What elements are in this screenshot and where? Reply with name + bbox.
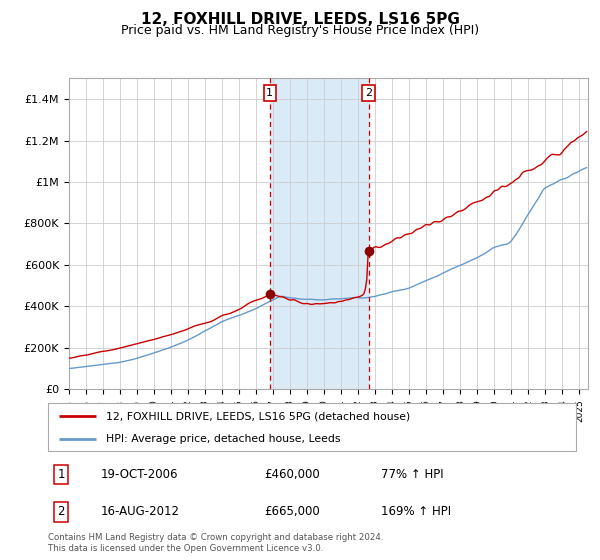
Text: 169% ↑ HPI: 169% ↑ HPI <box>380 505 451 518</box>
Text: 16-AUG-2012: 16-AUG-2012 <box>101 505 180 518</box>
Bar <box>270 78 369 389</box>
Text: Price paid vs. HM Land Registry's House Price Index (HPI): Price paid vs. HM Land Registry's House … <box>121 24 479 37</box>
Text: 2: 2 <box>58 505 65 518</box>
Text: HPI: Average price, detached house, Leeds: HPI: Average price, detached house, Leed… <box>106 434 341 444</box>
Text: 19-OCT-2006: 19-OCT-2006 <box>101 468 178 481</box>
Text: 2: 2 <box>365 88 373 98</box>
Text: £665,000: £665,000 <box>265 505 320 518</box>
Text: 77% ↑ HPI: 77% ↑ HPI <box>380 468 443 481</box>
Text: 1: 1 <box>58 468 65 481</box>
Text: 1: 1 <box>266 88 273 98</box>
Text: £460,000: £460,000 <box>265 468 320 481</box>
Text: 12, FOXHILL DRIVE, LEEDS, LS16 5PG (detached house): 12, FOXHILL DRIVE, LEEDS, LS16 5PG (deta… <box>106 411 410 421</box>
Text: 12, FOXHILL DRIVE, LEEDS, LS16 5PG: 12, FOXHILL DRIVE, LEEDS, LS16 5PG <box>140 12 460 27</box>
Text: Contains HM Land Registry data © Crown copyright and database right 2024.
This d: Contains HM Land Registry data © Crown c… <box>48 533 383 553</box>
